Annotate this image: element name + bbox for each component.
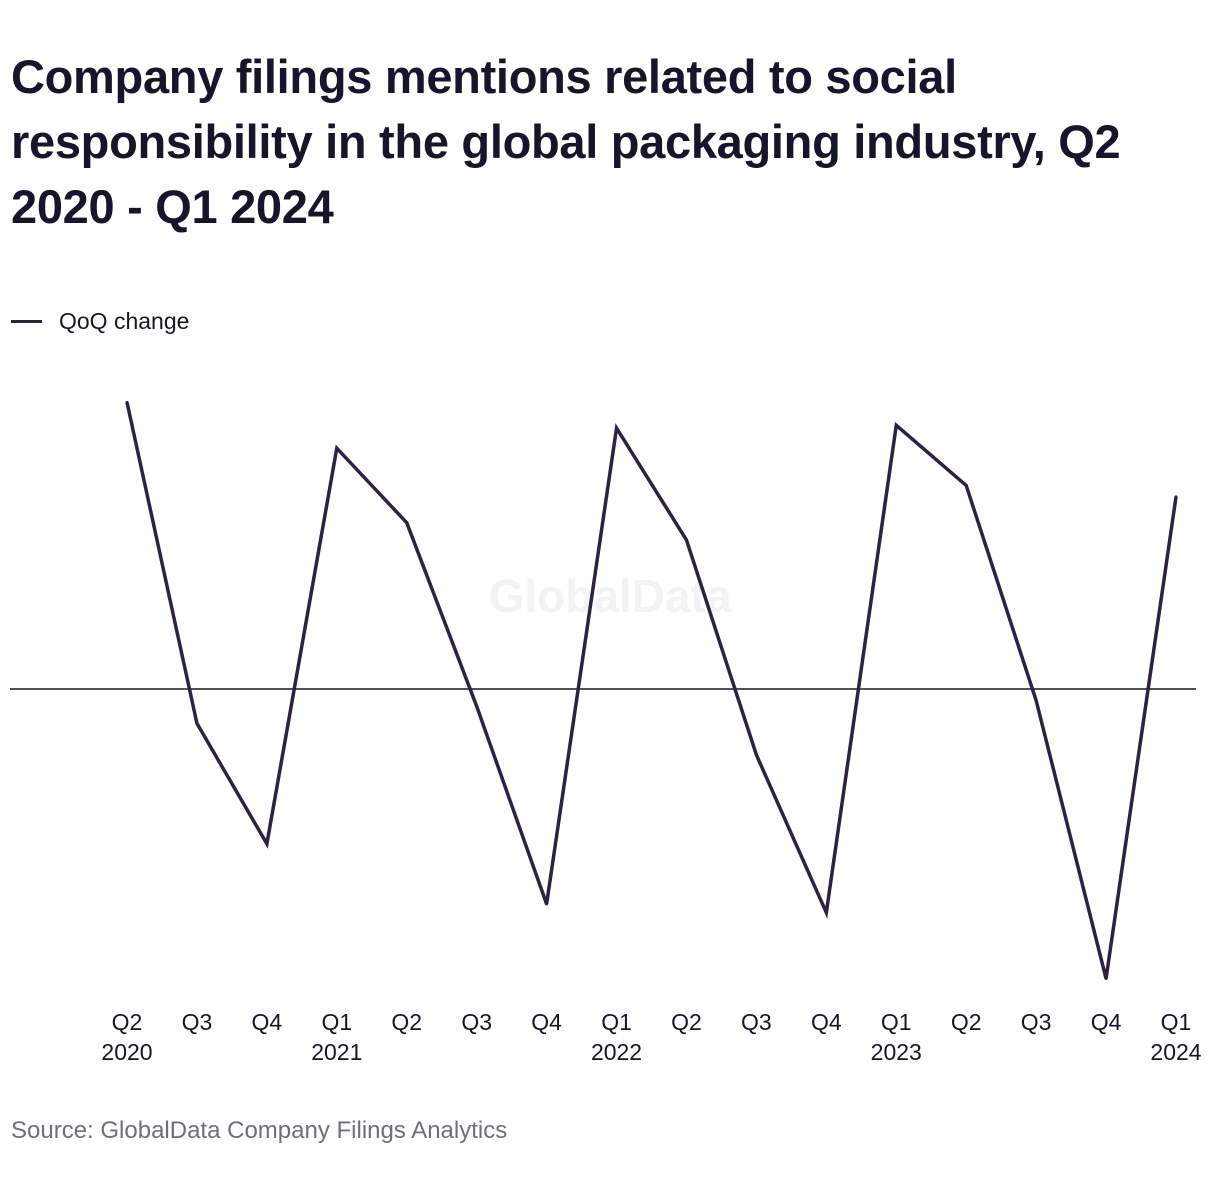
data-point[interactable] bbox=[615, 426, 619, 430]
data-point[interactable] bbox=[754, 753, 758, 757]
data-point[interactable] bbox=[265, 842, 269, 846]
data-point[interactable] bbox=[1034, 698, 1038, 702]
x-tick-label-quarter: Q4 bbox=[531, 1009, 562, 1035]
data-point[interactable] bbox=[405, 521, 409, 525]
x-tick-label-quarter: Q4 bbox=[1091, 1009, 1122, 1035]
x-tick-label-quarter: Q1 bbox=[1161, 1009, 1192, 1035]
data-point[interactable] bbox=[824, 911, 828, 915]
data-point[interactable] bbox=[475, 704, 479, 708]
source-note: Source: GlobalData Company Filings Analy… bbox=[11, 1117, 508, 1144]
x-tick-label-quarter: Q2 bbox=[951, 1009, 982, 1035]
x-tick-label-quarter: Q3 bbox=[182, 1009, 213, 1035]
x-tick-label-year: 2023 bbox=[871, 1039, 922, 1065]
x-tick-label-quarter: Q4 bbox=[252, 1009, 283, 1035]
data-point[interactable] bbox=[894, 423, 898, 427]
x-tick-label-quarter: Q2 bbox=[112, 1009, 143, 1035]
data-point[interactable] bbox=[1104, 977, 1108, 981]
x-tick-label-quarter: Q3 bbox=[461, 1009, 492, 1035]
x-tick-label-quarter: Q1 bbox=[321, 1009, 352, 1035]
legend-label: QoQ change bbox=[59, 307, 190, 334]
series-layer bbox=[125, 400, 1178, 981]
x-tick-label-year: 2021 bbox=[311, 1039, 362, 1065]
data-point[interactable] bbox=[125, 400, 129, 404]
x-tick-label-quarter: Q1 bbox=[881, 1009, 912, 1035]
series-line-0 bbox=[125, 401, 1178, 979]
data-point[interactable] bbox=[545, 902, 549, 906]
legend-swatch bbox=[11, 319, 42, 323]
x-tick-label-quarter: Q2 bbox=[391, 1009, 422, 1035]
x-tick-label-quarter: Q3 bbox=[1021, 1009, 1052, 1035]
x-tick-label-year: 2022 bbox=[591, 1039, 642, 1065]
data-point[interactable] bbox=[335, 446, 339, 450]
data-point[interactable] bbox=[964, 483, 968, 487]
x-tick-label-quarter: Q2 bbox=[671, 1009, 702, 1035]
x-tick-label-quarter: Q4 bbox=[811, 1009, 842, 1035]
chart-title: Company filings mentions related to soci… bbox=[11, 50, 1121, 233]
legend: QoQ change bbox=[11, 306, 189, 336]
x-tick-label-quarter: Q3 bbox=[741, 1009, 772, 1035]
data-point[interactable] bbox=[195, 721, 199, 725]
watermark: GlobalData bbox=[489, 570, 732, 622]
x-tick-label-year: 2024 bbox=[1150, 1039, 1201, 1065]
x-axis: Q2 2020 Q3 Q4 Q1 2021 Q2 Q3 Q4 Q1 2022 Q2 Q3 Q4 Q1 2023… bbox=[101, 1009, 1201, 1065]
data-point[interactable] bbox=[684, 538, 688, 542]
data-point[interactable] bbox=[1174, 495, 1178, 499]
x-tick-label-year: 2020 bbox=[101, 1039, 152, 1065]
x-tick-label-quarter: Q1 bbox=[601, 1009, 632, 1035]
